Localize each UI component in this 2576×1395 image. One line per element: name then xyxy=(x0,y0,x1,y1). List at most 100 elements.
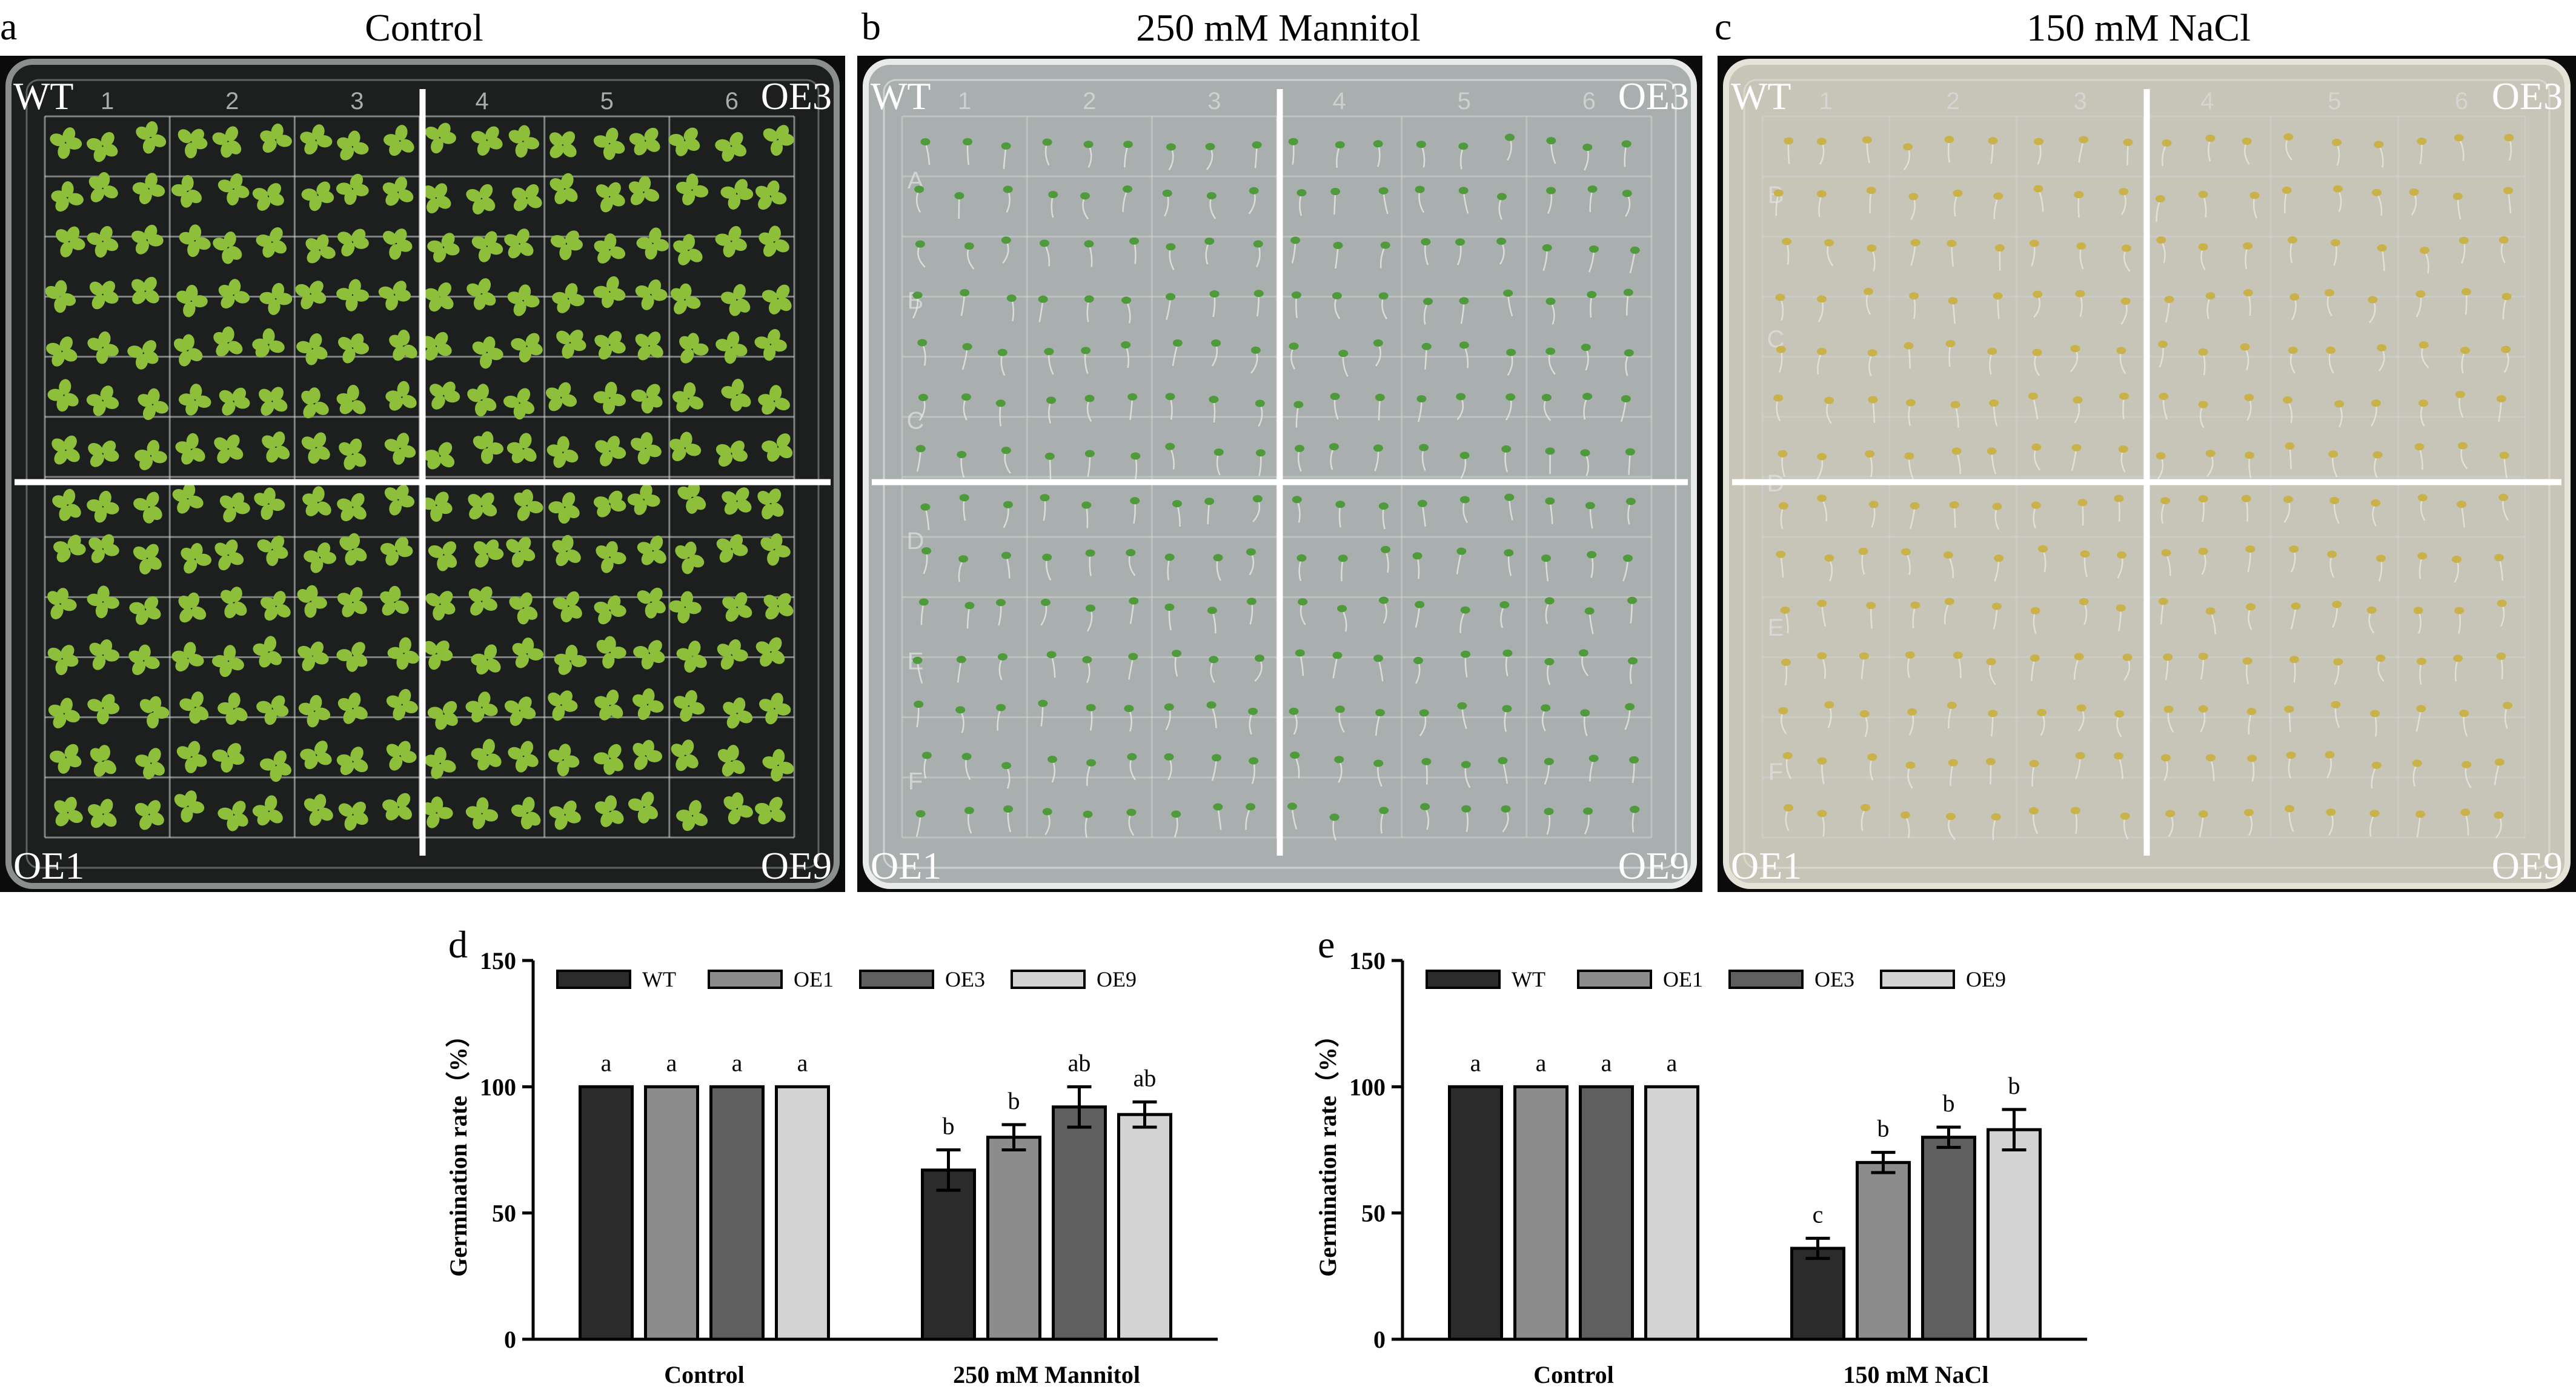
seedling-leaf xyxy=(765,605,780,620)
seedling xyxy=(2282,186,2292,194)
seedling-leaf xyxy=(60,698,73,714)
seedling-leaf xyxy=(65,448,80,462)
seedling-leaf xyxy=(103,596,119,609)
seedling xyxy=(1950,401,1960,408)
seedling xyxy=(1213,554,1223,562)
seedling-leaf xyxy=(147,439,160,456)
seedling-leaf xyxy=(482,739,495,755)
seedling xyxy=(1501,445,1512,453)
bar-wt-treatment xyxy=(1790,1247,1845,1341)
seedling xyxy=(2241,494,2251,502)
seedling xyxy=(1502,705,1512,713)
seedling-leaf xyxy=(758,195,772,210)
seedling-leaf xyxy=(440,760,456,773)
seedling-leaf xyxy=(353,706,368,720)
seedling-leaf xyxy=(506,442,523,454)
seedling xyxy=(1335,705,1345,713)
seedling xyxy=(1910,239,1920,247)
seedling-leaf xyxy=(270,227,283,242)
seedling-leaf xyxy=(93,761,107,777)
seedling xyxy=(2160,754,2171,762)
seedling xyxy=(2283,496,2293,504)
seedling-leaf xyxy=(135,754,151,767)
seedling xyxy=(1784,137,1794,145)
seedling-leaf xyxy=(719,548,734,563)
genotype-label-tl: WT xyxy=(13,75,74,118)
seedling-leaf xyxy=(51,438,67,452)
seedling-leaf xyxy=(399,637,411,653)
seedling xyxy=(1412,552,1422,560)
seedling-leaf xyxy=(484,644,497,660)
seedling-leaf xyxy=(98,745,110,761)
seedling xyxy=(1905,399,1916,407)
seedling-leaf xyxy=(269,340,285,353)
seedling-leaf xyxy=(394,176,408,192)
seedling xyxy=(2123,138,2133,146)
seedling xyxy=(2329,496,2340,504)
seedling-leaf xyxy=(142,138,156,154)
seedling-leaf xyxy=(99,490,111,507)
seedling-leaf xyxy=(102,813,117,827)
seedling-leaf xyxy=(723,242,736,258)
seedling xyxy=(2028,392,2038,400)
seedling xyxy=(1126,548,1136,556)
seedling-leaf xyxy=(95,242,107,258)
seedling-leaf xyxy=(434,747,446,763)
seedling xyxy=(1951,447,1962,455)
seedling-leaf xyxy=(276,604,291,618)
seedling xyxy=(1817,810,1827,817)
seedling-leaf xyxy=(348,279,361,295)
seedling xyxy=(2243,242,2253,250)
seedling-leaf xyxy=(87,232,103,245)
seedling-leaf xyxy=(680,591,694,607)
seedling-leaf xyxy=(271,123,284,139)
seedling-leaf xyxy=(385,191,400,206)
seedling xyxy=(2416,705,2426,713)
seedling xyxy=(1086,759,1097,767)
y-tick-label: 0 xyxy=(1373,1326,1386,1353)
seedling-leaf xyxy=(737,805,753,818)
seedling-leaf xyxy=(266,447,279,463)
seedling xyxy=(961,393,971,401)
seedling-leaf xyxy=(304,550,320,563)
seedling-leaf xyxy=(593,135,609,148)
seedling-leaf xyxy=(474,401,488,417)
seedling xyxy=(2159,393,2169,401)
seedling-leaf xyxy=(302,656,316,671)
seedling-leaf xyxy=(384,487,399,501)
seedling xyxy=(2246,708,2257,716)
seedling-leaf xyxy=(345,295,358,311)
seedling-leaf xyxy=(644,127,659,142)
seedling xyxy=(2158,598,2168,605)
seedling-leaf xyxy=(518,284,531,301)
panel-letter-c: c xyxy=(1715,5,1732,48)
seedling-leaf xyxy=(59,379,71,395)
seedling-leaf xyxy=(139,814,153,830)
seedling xyxy=(1867,244,1877,252)
y-tick-label: 100 xyxy=(1349,1073,1386,1100)
seedling-leaf xyxy=(527,501,543,514)
seedling-leaf xyxy=(225,539,238,555)
seedling xyxy=(1541,554,1552,562)
seedling-leaf xyxy=(722,761,735,777)
seedling-leaf xyxy=(133,546,148,561)
seedling-leaf xyxy=(767,328,780,345)
seedling-leaf xyxy=(557,436,569,452)
seedling xyxy=(1413,657,1423,665)
seedling xyxy=(954,191,964,199)
seedling-leaf xyxy=(309,810,322,826)
seedling-leaf xyxy=(556,551,569,567)
grid-column-number: 5 xyxy=(600,88,614,115)
y-tick-label: 100 xyxy=(480,1073,516,1100)
seedling xyxy=(2371,761,2382,769)
seedling-leaf xyxy=(769,299,782,315)
bar-oe3-control xyxy=(709,1085,765,1341)
seedling xyxy=(1945,340,1956,348)
seedling xyxy=(915,240,925,248)
seedling-leaf xyxy=(102,441,116,455)
seedling-leaf xyxy=(515,756,528,773)
chart-letter: d xyxy=(448,923,468,966)
seedling-leaf xyxy=(221,294,235,309)
seedling-leaf xyxy=(517,388,531,404)
legend-swatch-oe3 xyxy=(859,970,934,989)
